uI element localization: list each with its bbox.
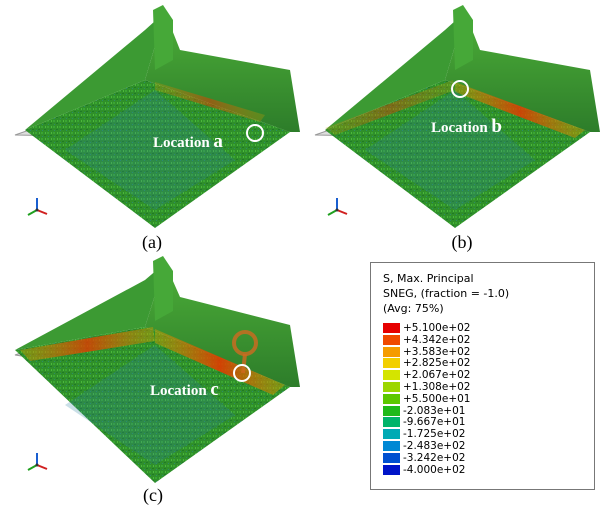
legend-value: -2.083e+01 — [403, 404, 466, 417]
stiffener — [153, 5, 173, 70]
compression-zone — [65, 345, 235, 465]
legend-entry: -2.483e+02 — [383, 441, 465, 452]
legend-swatch — [383, 346, 400, 358]
panel-b: Location b — [305, 0, 605, 230]
legend-swatch — [383, 393, 400, 405]
legend-entry: +2.067e+02 — [383, 369, 471, 382]
axis-triad — [27, 453, 48, 471]
legend-entry: -1.725e+02 — [383, 428, 466, 441]
right-wall — [145, 263, 300, 387]
stress-band — [155, 329, 285, 395]
legend-title: S, Max. Principal SNEG, (fraction = -1.0… — [383, 272, 510, 315]
legend-swatch — [383, 358, 400, 370]
legend-value: -4.000e+02 — [403, 463, 466, 476]
legend-value: -9.667e+01 — [403, 416, 466, 429]
legend-entry: +4.342e+02 — [383, 333, 471, 346]
caption-b: (b) — [451, 232, 473, 252]
left-wall — [25, 12, 165, 130]
stress-band-left — [20, 327, 155, 361]
location-label-a: Location a — [153, 131, 223, 152]
legend-value: +5.100e+02 — [403, 322, 471, 334]
legend-entry: +5.500e+01 — [383, 392, 471, 405]
legend-entry: -3.242e+02 — [383, 451, 466, 464]
axis-triad — [327, 198, 348, 216]
legend-value: +5.500e+01 — [403, 392, 471, 405]
legend-value: -1.725e+02 — [403, 428, 466, 441]
legend-entry: +2.825e+02 — [383, 357, 471, 370]
legend-swatch — [383, 441, 400, 452]
legend-swatch — [383, 370, 400, 382]
legend-value: -3.242e+02 — [403, 451, 466, 464]
legend-value: +2.067e+02 — [403, 369, 471, 382]
legend-swatch — [383, 452, 400, 464]
location-marker-b — [451, 80, 469, 98]
legend-entry: -9.667e+01 — [383, 416, 466, 429]
legend-value: +4.342e+02 — [403, 333, 471, 346]
right-wall — [445, 12, 600, 132]
legend-swatch — [383, 464, 400, 476]
legend-value: -2.483e+02 — [403, 440, 466, 452]
legend-swatch — [383, 334, 400, 346]
axis-triad — [27, 198, 48, 216]
location-marker-c — [233, 364, 251, 382]
fe-plot-b: Location b — [314, 5, 600, 228]
location-label-c: Location c — [150, 379, 219, 400]
legend-entry: -4.000e+02 — [383, 463, 466, 476]
left-wall — [15, 263, 165, 350]
legend-swatch — [383, 417, 400, 429]
compression-zone — [365, 90, 535, 210]
legend-entry: -2.083e+01 — [383, 404, 466, 417]
contour-legend: S, Max. Principal SNEG, (fraction = -1.0… — [370, 262, 595, 490]
stress-band — [155, 82, 265, 122]
panel-c: Location c — [5, 255, 305, 485]
fe-plot-c: Location c — [14, 256, 300, 483]
legend-swatch — [383, 429, 400, 441]
location-marker-a — [246, 124, 264, 142]
caption-c: (c) — [143, 485, 163, 505]
left-wall — [325, 12, 465, 130]
legend-entry: +5.100e+02 — [383, 323, 470, 334]
stiffener — [453, 5, 473, 70]
legend-entry: +1.308e+02 — [383, 382, 470, 393]
legend-swatch — [383, 382, 400, 393]
legend-value: +2.825e+02 — [403, 357, 471, 370]
right-wall — [145, 12, 300, 132]
caption-a: (a) — [142, 232, 162, 252]
legend-value: +1.308e+02 — [403, 381, 471, 393]
stress-band-left — [325, 80, 455, 135]
location-label-b: Location b — [431, 116, 502, 137]
panel-a: Location a — [5, 0, 305, 230]
stiffener — [153, 256, 173, 321]
legend-value: +3.583e+02 — [403, 345, 471, 358]
stress-band — [455, 82, 585, 138]
base-plate — [25, 80, 290, 228]
legend-swatch — [383, 323, 400, 334]
compression-zone — [65, 90, 235, 210]
fe-plot-a: Location a — [14, 5, 300, 228]
legend-swatch — [383, 405, 400, 417]
legend-entry: +3.583e+02 — [383, 345, 471, 358]
